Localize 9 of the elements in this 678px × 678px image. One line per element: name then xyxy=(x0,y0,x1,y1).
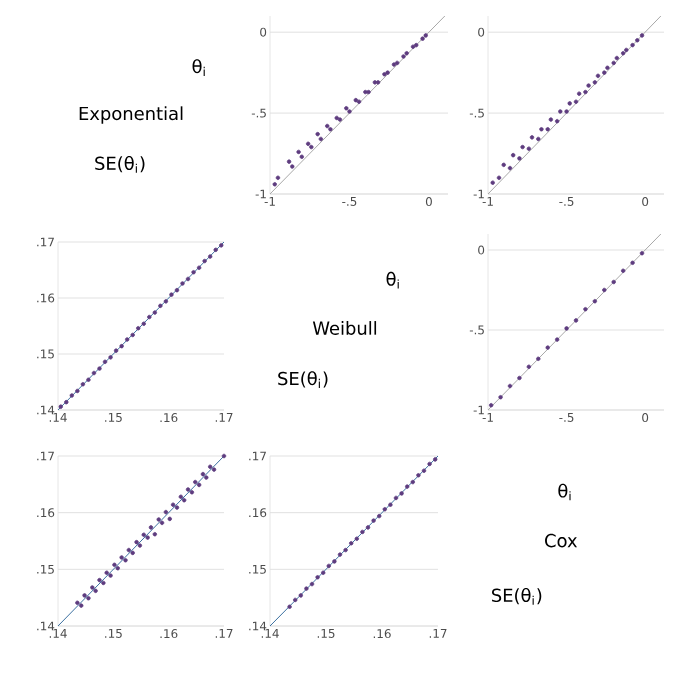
text: Exponential xyxy=(79,106,183,124)
text: θ$_{i}$ xyxy=(192,59,205,76)
text: θ$_{i}$ xyxy=(386,271,399,289)
text: θ$_{i}$ xyxy=(558,483,571,501)
text: SE(θ$_{i}$) xyxy=(95,156,145,173)
text: Cox xyxy=(545,533,578,548)
text: SE(θ$_{i}$) xyxy=(492,588,542,605)
text: SE(θ$_{i}$) xyxy=(278,371,328,388)
text: Weibull xyxy=(312,321,377,335)
